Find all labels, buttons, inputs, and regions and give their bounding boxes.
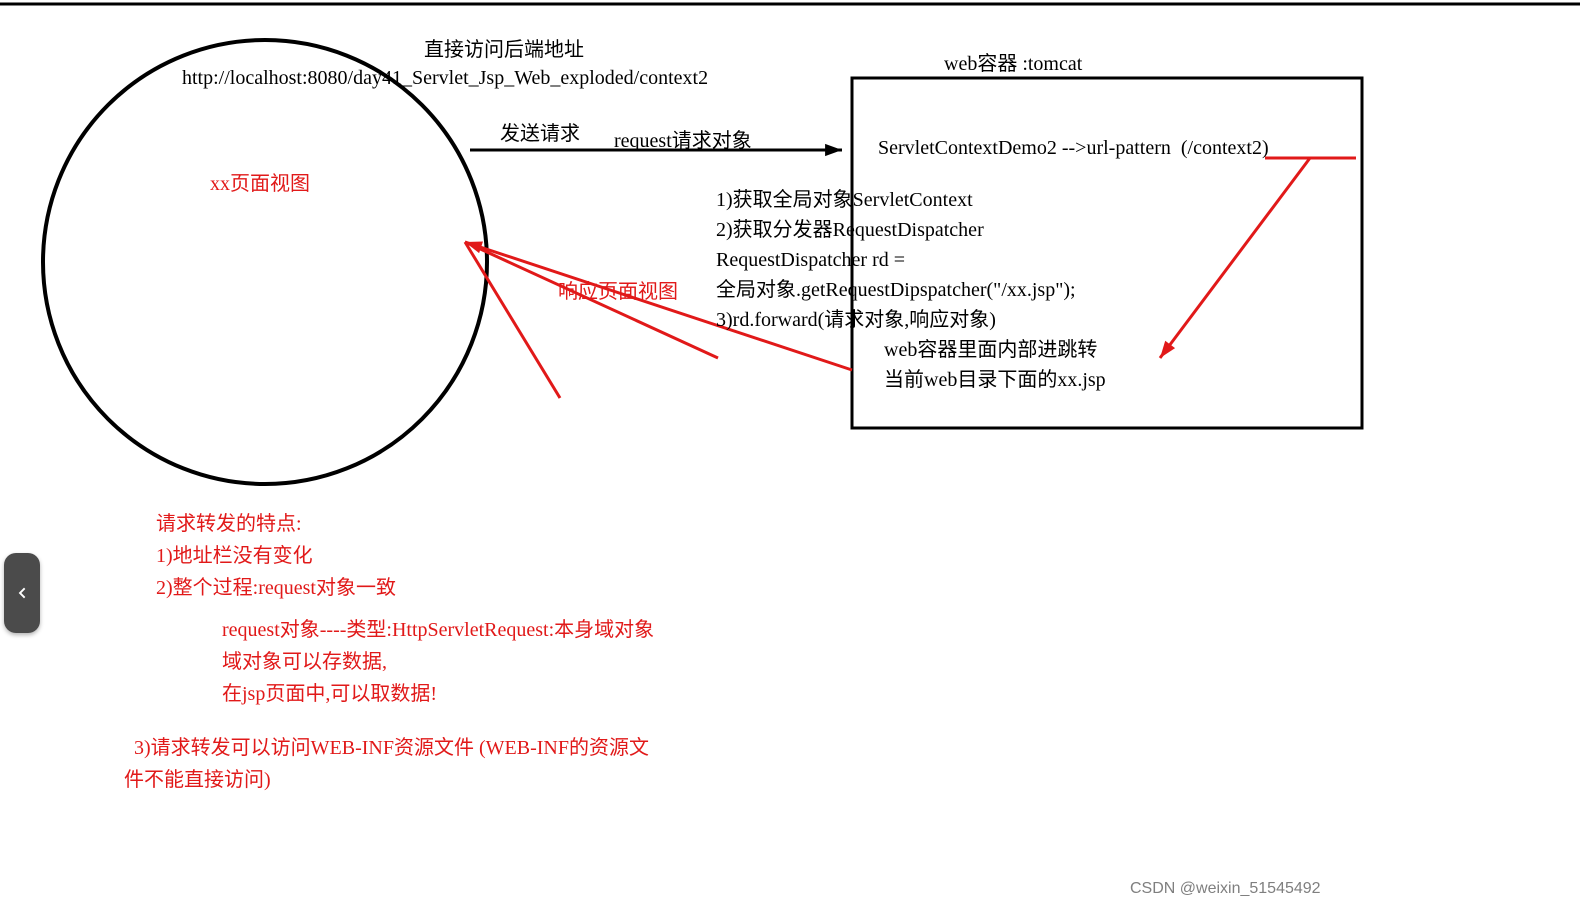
notes-block3-line-0: 3)请求转发可以访问WEB-INF资源文件 (WEB-INF的资源文 [124,734,649,762]
direct-access-title: 直接访问后端地址 [424,36,584,64]
request-object-label: request请求对象 [614,127,752,155]
notes-block1-line-1: 1)地址栏没有变化 [156,542,313,570]
notes-block1-line-0: 请求转发的特点: [156,510,302,538]
back-button[interactable] [4,553,40,633]
container-body-line-0: 1)获取全局对象ServletContext [716,186,973,214]
page-view-circle [43,40,487,484]
direct-access-url: http://localhost:8080/day41_Servlet_Jsp_… [182,64,708,92]
web-container-title: web容器 :tomcat [944,50,1082,78]
notes-block2-line-1: 域对象可以存数据, [222,648,387,676]
notes-block2-line-0: request对象----类型:HttpServletRequest:本身域对象 [222,616,654,644]
container-body-line-1: 2)获取分发器RequestDispatcher [716,216,984,244]
page-view-label: xx页面视图 [210,170,310,198]
notes-block1-line-2: 2)整个过程:request对象一致 [156,574,396,602]
container-note-line-0: web容器里面内部进跳转 [884,336,1097,364]
notes-block2-line-2: 在jsp页面中,可以取数据! [222,680,437,708]
send-request-label: 发送请求 [500,120,580,148]
chevron-left-icon [14,583,30,603]
servlet-url-pattern: ServletContextDemo2 -->url-pattern (/con… [878,134,1269,162]
container-body-line-4: 3)rd.forward(请求对象,响应对象) [716,306,996,334]
response-view-label: 响应页面视图 [558,278,678,306]
container-body-line-3: 全局对象.getRequestDipspatcher("/xx.jsp"); [716,276,1076,304]
container-note-line-1: 当前web目录下面的xx.jsp [884,366,1106,394]
watermark: CSDN @weixin_51545492 [1130,878,1321,900]
notes-block3-line-1: 件不能直接访问) [124,766,271,794]
container-body-line-2: RequestDispatcher rd = [716,246,905,274]
